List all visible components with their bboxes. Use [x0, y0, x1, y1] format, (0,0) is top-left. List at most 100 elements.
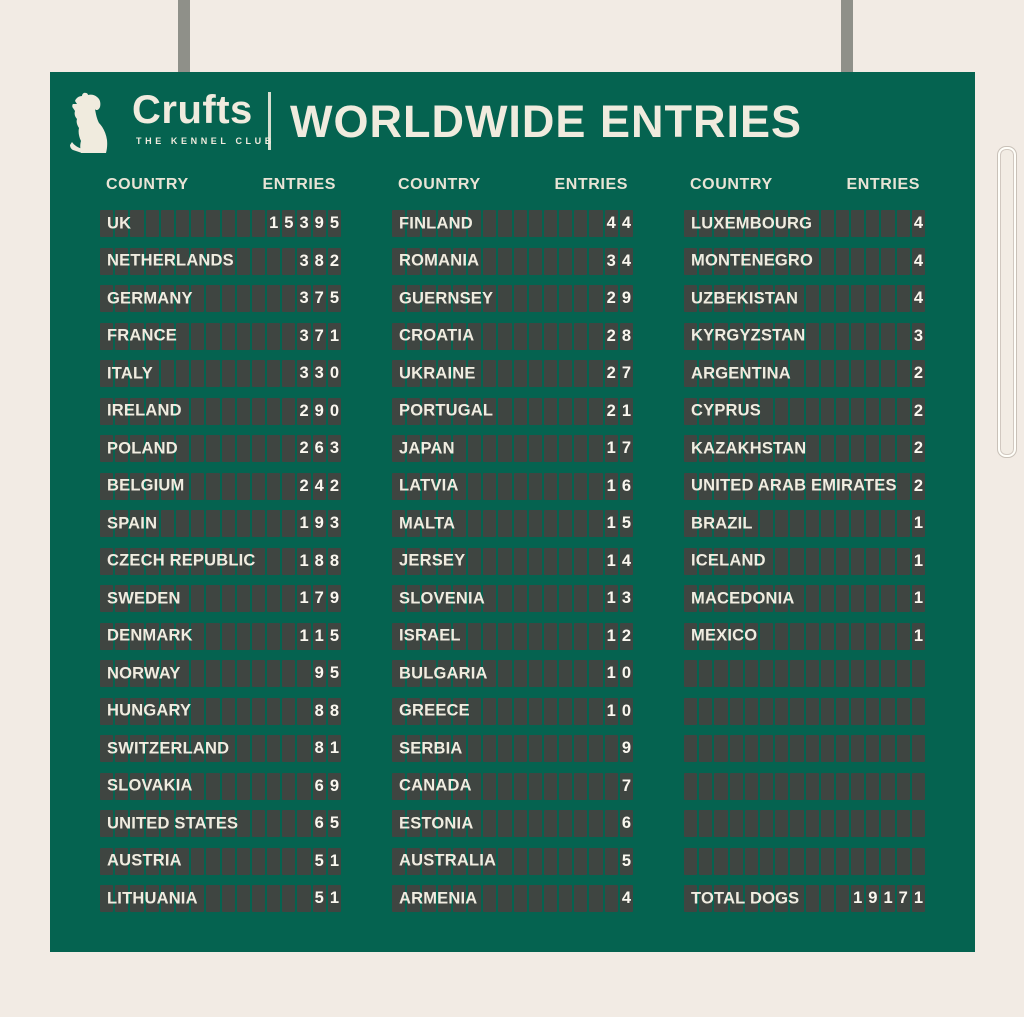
flap-cell [881, 247, 895, 275]
flap-cell [422, 660, 436, 687]
flap-cell [297, 660, 311, 687]
rows-column-3: 4 LUXEMBOURG 4 MONTENEGRO 4 UZBEKISTAN 3 KYRGYZ… [684, 210, 925, 912]
flap-cell [437, 885, 451, 912]
flap-cell: 1 [267, 210, 281, 237]
flap-cell [236, 360, 250, 387]
flap-cell [790, 547, 804, 575]
flap-cell: 8 [619, 322, 633, 350]
entries-header: ENTRIES [846, 176, 920, 193]
flap-cell [422, 210, 436, 237]
flap-cell [251, 435, 266, 462]
flap-cell [684, 397, 698, 425]
flap-cell [251, 660, 266, 687]
flap-cell [820, 322, 834, 350]
flap-cell [513, 847, 527, 875]
flap-cell [175, 547, 190, 575]
flap-cell [881, 847, 895, 875]
flap-cell [759, 397, 774, 425]
flap-cell [221, 247, 235, 275]
flap-cell [407, 660, 421, 687]
flap-cell [805, 660, 819, 687]
flap-cell [221, 435, 235, 462]
flap-cell [896, 810, 910, 837]
flap-cell [175, 210, 190, 237]
flap-cell [911, 735, 925, 762]
flap-cell [851, 322, 865, 350]
flap-cell [206, 885, 220, 912]
flap-cell [559, 660, 573, 687]
flap-cell [896, 697, 910, 725]
flap-cell [251, 547, 266, 575]
flap-cell [851, 547, 865, 575]
flap-cell [851, 847, 865, 875]
flap-cell [437, 847, 451, 875]
table-row: 6 5 UNITED STATES [100, 810, 341, 837]
flap-cell [574, 285, 588, 312]
country-label: JAPAN [399, 439, 455, 457]
flap-cell: 2 [604, 397, 618, 425]
flap-cell [206, 772, 220, 800]
flap-cell [191, 322, 205, 350]
country-label: LUXEMBOURG [691, 214, 813, 232]
flap-cell [559, 360, 573, 387]
flap-cell [191, 285, 205, 312]
flap-cell [498, 585, 512, 612]
flap-cell [130, 397, 144, 425]
flap-cell [267, 735, 281, 762]
flap-cell [744, 472, 758, 500]
flap-cell [221, 660, 235, 687]
flap-cell [684, 360, 698, 387]
flap-cell [483, 885, 497, 912]
flap-cell [559, 697, 573, 725]
flap-cell [699, 397, 713, 425]
scrollbar-thumb[interactable] [998, 147, 1016, 457]
flap-cell [498, 247, 512, 275]
flap-cell [175, 322, 190, 350]
flap-cell [699, 697, 713, 725]
flap-cell [729, 510, 743, 537]
flap-cell [282, 360, 296, 387]
entries-header: ENTRIES [262, 176, 336, 193]
hanging-post-right [841, 0, 853, 74]
flap-cell [866, 247, 880, 275]
flap-cell [206, 510, 220, 537]
flap-cell [267, 697, 281, 725]
table-row: 2 KAZAKHSTAN [684, 435, 925, 462]
flap-cell [604, 772, 618, 800]
flap-cell [805, 547, 819, 575]
flap-cell: 3 [297, 360, 311, 387]
flap-cell [790, 322, 804, 350]
flap-cell [528, 772, 542, 800]
flap-cell: 3 [327, 510, 341, 537]
flap-cell [498, 210, 512, 237]
flap-cell [744, 735, 758, 762]
flap-cell [775, 622, 789, 650]
flap-cell [467, 397, 482, 425]
flap-cell [221, 472, 235, 500]
flap-cell [130, 435, 144, 462]
flap-cell: 9 [312, 210, 326, 237]
flap-cell [483, 772, 497, 800]
flap-cell [282, 847, 296, 875]
flap-cell [130, 285, 144, 312]
flap-cell [714, 510, 728, 537]
flap-cell [160, 847, 174, 875]
flap-cell [866, 810, 880, 837]
flap-cell [206, 585, 220, 612]
flap-cell [267, 885, 281, 912]
flap-cell [835, 660, 850, 687]
flap-cell [392, 435, 406, 462]
flap-cell [835, 510, 850, 537]
flap-cell [835, 285, 850, 312]
country-label: ICELAND [691, 551, 766, 570]
flap-cell [851, 660, 865, 687]
flap-cell: 9 [327, 772, 341, 800]
flap-cell [407, 397, 421, 425]
flap-cell [115, 810, 129, 837]
flap-cell [729, 772, 743, 800]
flap-cell [699, 210, 713, 237]
flap-cell [604, 847, 618, 875]
flap-cell [160, 472, 174, 500]
flap-cell [452, 285, 466, 312]
flap-cell: 1 [604, 585, 618, 612]
